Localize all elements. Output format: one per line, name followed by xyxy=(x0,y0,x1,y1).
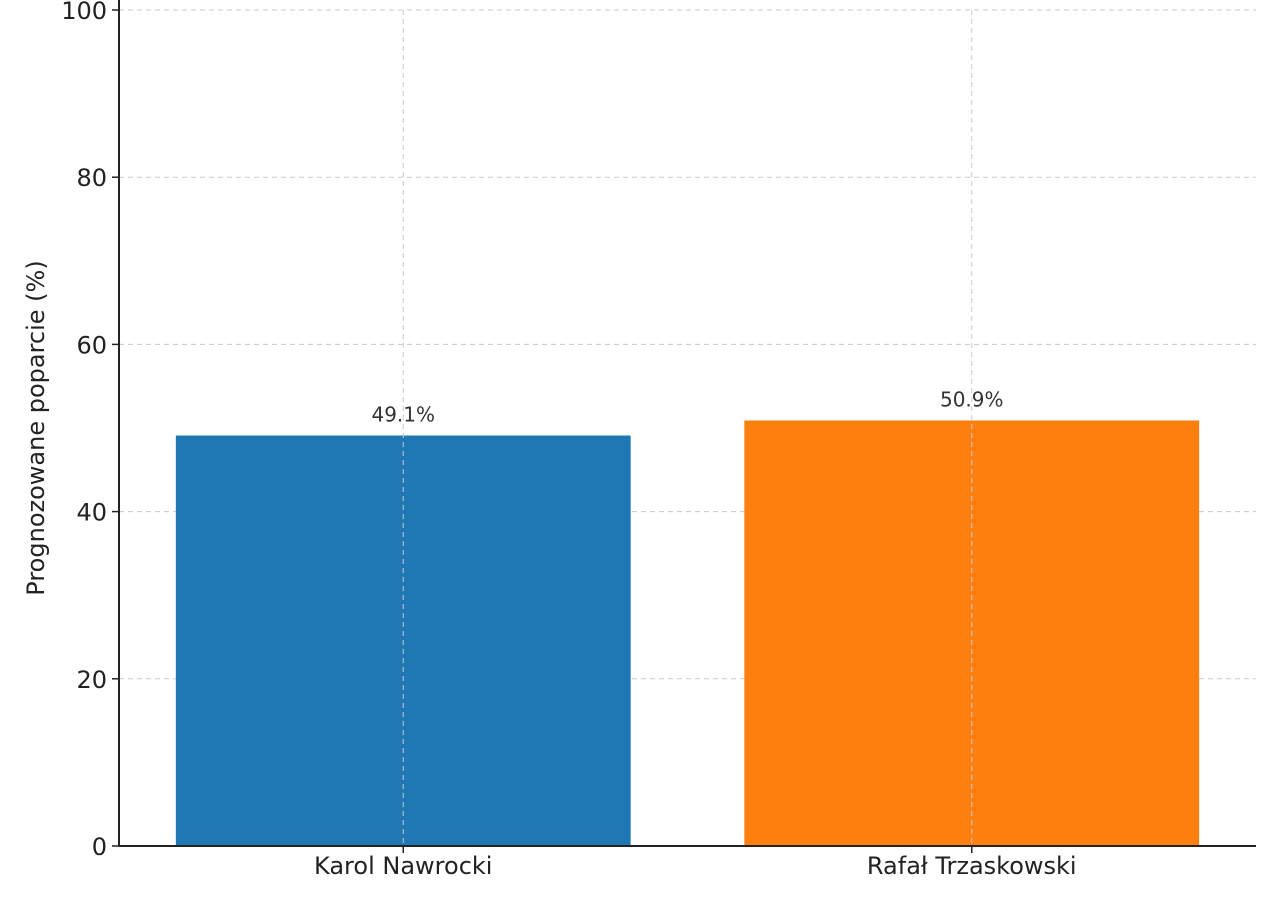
bar-value-label: 50.9% xyxy=(940,387,1004,411)
bar-value-label: 49.1% xyxy=(371,403,435,427)
bars xyxy=(175,420,1200,846)
x-category-label: Karol Nawrocki xyxy=(314,852,492,880)
y-tick-label: 80 xyxy=(76,164,107,192)
x-category-label: Rafał Trzaskowski xyxy=(867,852,1077,880)
y-tick-label: 100 xyxy=(61,0,107,25)
axes xyxy=(112,0,1256,853)
y-tick-label: 0 xyxy=(92,833,107,861)
labels: 0 20 40 60 80 100 49.1% 50.9% Karol Nawrocki Rafa… xyxy=(61,0,1076,880)
y-axis-title: Prognozowane poparcie (%) xyxy=(22,260,50,595)
y-tick-label: 60 xyxy=(76,331,107,359)
y-tick-label: 40 xyxy=(76,499,107,527)
y-tick-label: 20 xyxy=(76,666,107,694)
